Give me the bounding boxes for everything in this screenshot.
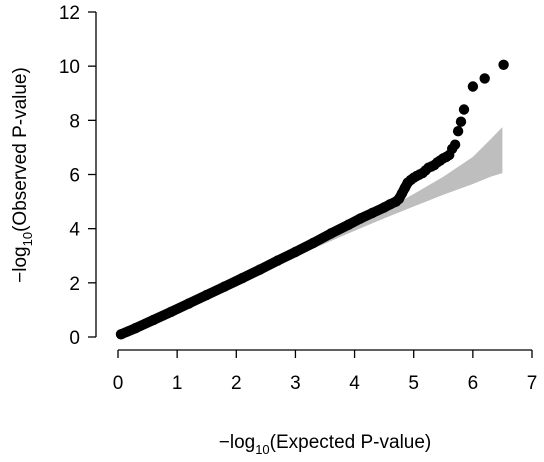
x-tick-label: 0 <box>113 373 124 394</box>
data-point <box>479 73 490 84</box>
data-point <box>219 281 230 292</box>
x-tick-label: 6 <box>468 373 479 394</box>
x-axis-title: −log10(Expected P-value) <box>219 432 432 457</box>
y-tick-label: 12 <box>59 3 80 24</box>
data-point <box>272 255 283 266</box>
x-tick-label: 2 <box>231 373 242 394</box>
data-point <box>455 116 467 127</box>
data-point <box>115 329 127 340</box>
y-axis-title-suffix: (Observed P-value) <box>10 67 31 232</box>
y-tick-label: 6 <box>69 166 80 187</box>
data-point <box>343 219 354 230</box>
data-point <box>290 246 301 258</box>
y-tick-label: 10 <box>59 57 80 78</box>
y-tick-label: 0 <box>69 328 80 349</box>
y-tick-label: 8 <box>69 111 80 132</box>
y-axis-title: −log10(Observed P-value) <box>10 67 35 283</box>
data-point <box>201 289 212 301</box>
data-point <box>254 264 266 275</box>
x-axis-title-suffix: (Expected P-value) <box>270 432 432 453</box>
x-axis-title-prefix: −log <box>219 432 255 453</box>
data-point <box>452 126 464 137</box>
data-point <box>367 207 378 219</box>
x-tick-label: 1 <box>172 373 183 394</box>
x-tick-label: 7 <box>527 373 538 394</box>
data-point <box>148 314 159 326</box>
x-tick-label: 3 <box>290 373 301 394</box>
y-axis-ticks: 0 2 4 6 8 10 12 <box>59 3 96 349</box>
y-axis-title-prefix: −log <box>10 246 31 282</box>
data-point <box>308 237 319 249</box>
data-point <box>130 322 141 334</box>
data-point <box>498 59 509 70</box>
data-point <box>467 81 479 92</box>
x-axis-title-subscript: 10 <box>255 442 269 457</box>
y-tick-label: 2 <box>69 274 80 295</box>
x-tick-label: 4 <box>349 373 360 394</box>
data-point <box>166 306 177 317</box>
dense-points-band <box>116 177 413 340</box>
y-axis-title-subscript: 10 <box>20 232 35 246</box>
data-point <box>237 273 248 284</box>
x-tick-label: 5 <box>408 373 419 394</box>
data-point <box>449 139 461 150</box>
data-point <box>458 104 470 115</box>
data-point <box>183 298 195 309</box>
data-point <box>355 213 366 224</box>
x-axis-ticks: 0 1 2 3 4 5 6 7 <box>113 350 538 394</box>
data-point <box>325 228 337 239</box>
y-tick-label: 4 <box>69 220 80 241</box>
points-layer <box>115 59 509 340</box>
